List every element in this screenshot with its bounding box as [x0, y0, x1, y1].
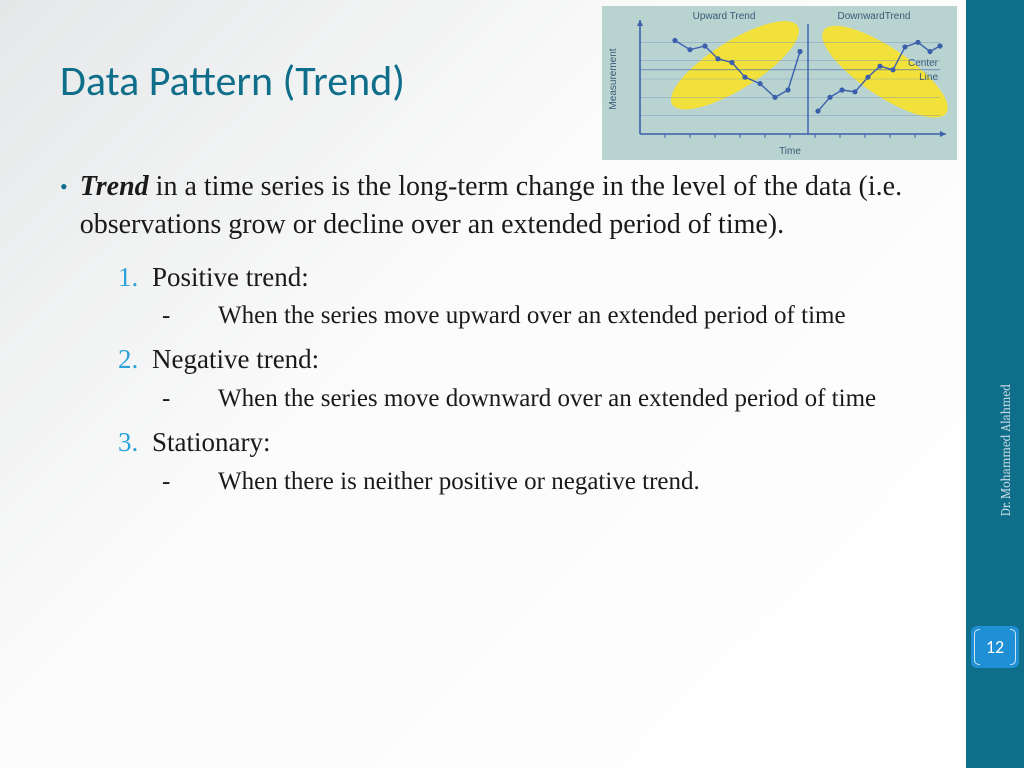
trend-term: Trend — [80, 171, 149, 202]
dash-icon: - — [190, 382, 218, 416]
page-number: 12 — [986, 636, 1004, 658]
item-label: Negative trend: — [152, 344, 319, 374]
subitem-text: When there is neither positive or negati… — [218, 468, 700, 495]
item-number: 1. — [118, 258, 152, 297]
subitem-text: When the series move upward over an exte… — [218, 302, 846, 329]
subitem-text: When the series move downward over an ex… — [218, 385, 876, 412]
author-label: Dr. Mohammed Alahmed — [999, 384, 1014, 516]
page-number-box: 12 — [971, 626, 1019, 668]
svg-text:Measurement: Measurement — [608, 48, 619, 109]
content-body: • Trend in a time series is the long-ter… — [60, 168, 940, 506]
list-item: 3.Stationary: — [118, 423, 940, 462]
svg-text:DownwardTrend: DownwardTrend — [838, 11, 911, 22]
list-subitem: -When there is neither positive or negat… — [190, 465, 940, 499]
trend-diagram: Upward Trend DownwardTrend Time Measurement… — [602, 6, 957, 160]
item-label: Stationary: — [152, 427, 270, 457]
list-subitem: -When the series move upward over an ext… — [190, 299, 940, 333]
item-number: 3. — [118, 423, 152, 462]
dash-icon: - — [190, 299, 218, 333]
svg-text:Center: Center — [908, 58, 939, 69]
list-subitem: -When the series move downward over an e… — [190, 382, 940, 416]
dash-icon: - — [190, 465, 218, 499]
list-item: 1.Positive trend: — [118, 258, 940, 297]
page-title: Data Pattern (Trend) — [60, 56, 405, 107]
item-label: Positive trend: — [152, 262, 309, 292]
list-item: 2.Negative trend: — [118, 340, 940, 379]
item-number: 2. — [118, 340, 152, 379]
main-bullet: • Trend in a time series is the long-ter… — [60, 168, 940, 244]
svg-text:Upward Trend: Upward Trend — [693, 11, 756, 22]
sidebar: Dr. Mohammed Alahmed 12 — [966, 0, 1024, 768]
svg-text:Time: Time — [779, 146, 801, 157]
bullet-icon: • — [60, 168, 68, 244]
svg-text:Line: Line — [919, 72, 938, 83]
trend-definition: in a time series is the long-term change… — [80, 171, 902, 240]
main-bullet-text: Trend in a time series is the long-term … — [80, 168, 940, 244]
